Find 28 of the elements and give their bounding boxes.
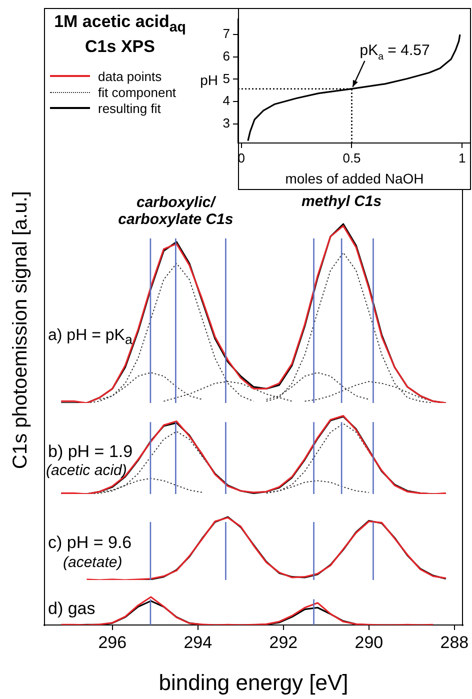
y-tick-label: 4 <box>222 93 230 108</box>
y-tick-label: 5 <box>222 70 230 86</box>
legend-label: data points <box>98 68 162 84</box>
annotation: b) pH = 1.9 <box>48 442 133 462</box>
annotation: methyl C1s <box>302 193 382 210</box>
y-tick-label: 3 <box>222 116 230 131</box>
x-tick-label: 292 <box>269 632 298 652</box>
x-tick-label: 288 <box>440 632 469 652</box>
annotation: carboxylic/ carboxylate C1s <box>118 194 234 228</box>
x-tick-label: 294 <box>184 632 212 652</box>
annotation: (acetic acid) <box>46 462 127 479</box>
annotation: (acetate) <box>63 554 122 571</box>
y-axis-title: pH <box>200 72 218 88</box>
x-axis-title: binding energy [eV] <box>158 670 348 695</box>
x-axis-title: moles of added NaOH <box>285 170 424 186</box>
y-tick-label: 6 <box>222 48 230 64</box>
annotation: c) pH = 9.6 <box>48 533 132 553</box>
x-tick-label: 0.5 <box>342 150 361 166</box>
legend-label: fit component <box>98 84 176 100</box>
x-tick-label: 1 <box>458 150 466 166</box>
legend-label: resulting fit <box>98 100 161 116</box>
x-tick-label: 290 <box>354 632 384 652</box>
y-axis-title: C1s photoemission signal [a.u.] <box>10 191 32 469</box>
annotation: d) gas <box>48 599 96 619</box>
chart-title: 1M acetic acid$_{aq}$ C1s XPS <box>53 12 187 58</box>
y-tick-label: 7 <box>222 26 230 42</box>
annotation: a) pH = pK$_{a}$ <box>48 327 132 348</box>
x-tick-label: 296 <box>98 632 127 652</box>
